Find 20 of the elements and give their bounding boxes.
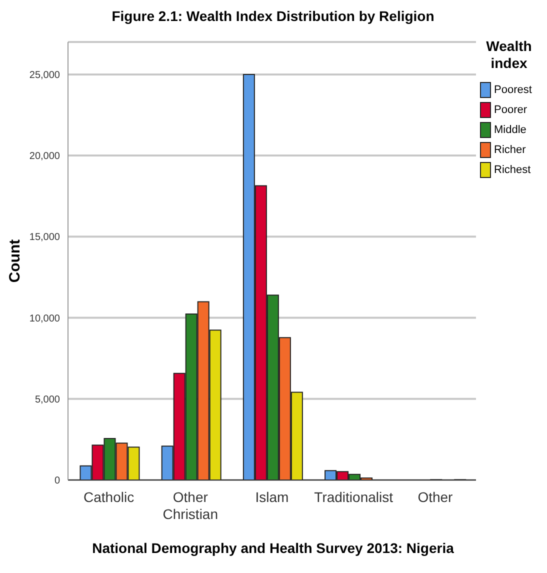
x-tick-label: Other — [418, 489, 454, 505]
legend-label: Poorer — [493, 103, 528, 118]
x-tick-label: Traditionalist — [314, 489, 394, 505]
x-tick-label: Islam — [255, 489, 289, 505]
x-axis-title: National Demography and Health Survey 2013: Nigeria — [91, 540, 455, 556]
legend-label: Richest — [493, 163, 532, 178]
chart-title: Figure 2.1: Wealth Index Distribution by Religion — [110, 8, 436, 24]
y-tick-label: 5,000 — [34, 394, 60, 406]
y-tick-label: 15,000 — [29, 232, 60, 244]
legend-title: Wealth index — [485, 38, 533, 72]
y-axis-title: Count — [6, 239, 24, 283]
y-tick-label: 25,000 — [29, 70, 60, 81]
y-tick-label: 0 — [54, 476, 60, 487]
y-tick-label: 10,000 — [29, 313, 60, 324]
x-tick-label: Catholic — [84, 489, 134, 505]
legend-label: Poorest — [493, 83, 533, 98]
y-tick-label: 20,000 — [29, 151, 60, 162]
legend-label: Middle — [493, 123, 528, 138]
x-tick-label: Other Christian — [162, 489, 218, 522]
legend-label: Richer — [493, 143, 527, 158]
